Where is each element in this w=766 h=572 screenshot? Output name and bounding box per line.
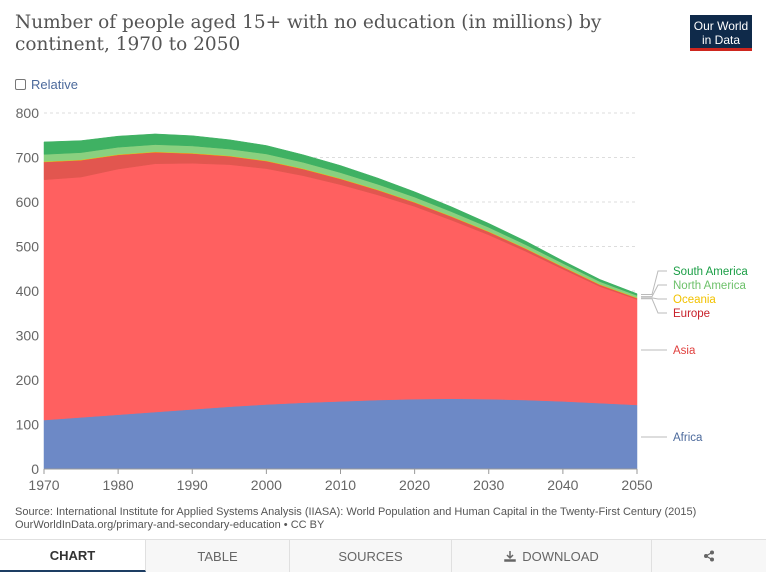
x-tick-label: 1990: [177, 477, 208, 493]
chart-title: Number of people aged 15+ with no educat…: [15, 12, 602, 55]
legend: South America North America Oceania Europe A…: [641, 266, 748, 444]
x-tick-label: 1980: [103, 477, 134, 493]
legend-label-south-america[interactable]: South America: [673, 266, 748, 278]
tab-download-label: DOWNLOAD: [522, 548, 599, 564]
tab-sources-label: SOURCES: [338, 548, 403, 564]
y-axis: 0 100 200 300 400 500 600 700 800: [16, 105, 40, 477]
legend-label-oceania[interactable]: Oceania: [673, 294, 716, 306]
y-tick-label: 700: [16, 150, 40, 166]
tab-table-label: TABLE: [197, 548, 238, 564]
x-tick-label: 2030: [473, 477, 504, 493]
source-line-2[interactable]: OurWorldInData.org/primary-and-secondary…: [15, 519, 325, 531]
legend-connector: [641, 270, 667, 296]
x-axis: 1970 1980 1990 2000 2010 2020 2030 2040 2050: [28, 468, 653, 493]
legend-label-europe[interactable]: Europe: [673, 308, 710, 320]
logo-line-2: in Data: [701, 33, 741, 47]
logo-line-1: Our World: [693, 19, 749, 33]
tab-sources[interactable]: SOURCES: [290, 540, 452, 572]
chart-area: 1970 1980 1990 2000 2010 2020 2030 2040 2050 0 10…: [16, 105, 749, 493]
y-tick-label: 300: [16, 328, 40, 344]
tab-table[interactable]: TABLE: [146, 540, 290, 572]
share-icon: [704, 550, 714, 562]
tab-chart[interactable]: CHART: [0, 540, 146, 572]
relative-label: Relative: [31, 77, 78, 92]
legend-connector: [641, 297, 667, 300]
x-tick-label: 2000: [251, 477, 282, 493]
tab-download[interactable]: DOWNLOAD: [452, 540, 652, 572]
tab-bar: CHART TABLE SOURCES DOWNLOAD: [0, 539, 766, 572]
x-tick-label: 2040: [547, 477, 578, 493]
legend-label-africa[interactable]: Africa: [673, 432, 703, 444]
x-tick-label: 1970: [28, 477, 59, 493]
y-tick-label: 600: [16, 194, 40, 210]
relative-toggle[interactable]: Relative: [15, 77, 78, 92]
x-tick-label: 2010: [325, 477, 356, 493]
y-tick-label: 400: [16, 283, 40, 299]
legend-label-asia[interactable]: Asia: [673, 345, 696, 357]
download-icon: [504, 551, 516, 562]
legend-connector: [641, 298, 667, 314]
y-tick-label: 100: [16, 417, 40, 433]
legend-label-north-america[interactable]: North America: [673, 280, 746, 292]
legend-connector: [641, 284, 667, 298]
owid-logo[interactable]: Our World in Data: [690, 15, 752, 51]
area-series: [43, 133, 638, 470]
relative-checkbox[interactable]: [15, 79, 26, 90]
y-tick-label: 200: [16, 372, 40, 388]
y-tick-label: 0: [31, 461, 39, 477]
y-tick-label: 800: [16, 105, 40, 121]
source-line-1: Source: International Institute for Appl…: [15, 506, 697, 518]
tab-chart-label: CHART: [49, 547, 96, 563]
tab-share[interactable]: [652, 540, 766, 572]
x-tick-label: 2020: [399, 477, 430, 493]
y-tick-label: 500: [16, 239, 40, 255]
area-south-america[interactable]: [43, 133, 638, 296]
x-tick-label: 2050: [621, 477, 652, 493]
source-note: Source: International Institute for Appl…: [15, 506, 755, 532]
